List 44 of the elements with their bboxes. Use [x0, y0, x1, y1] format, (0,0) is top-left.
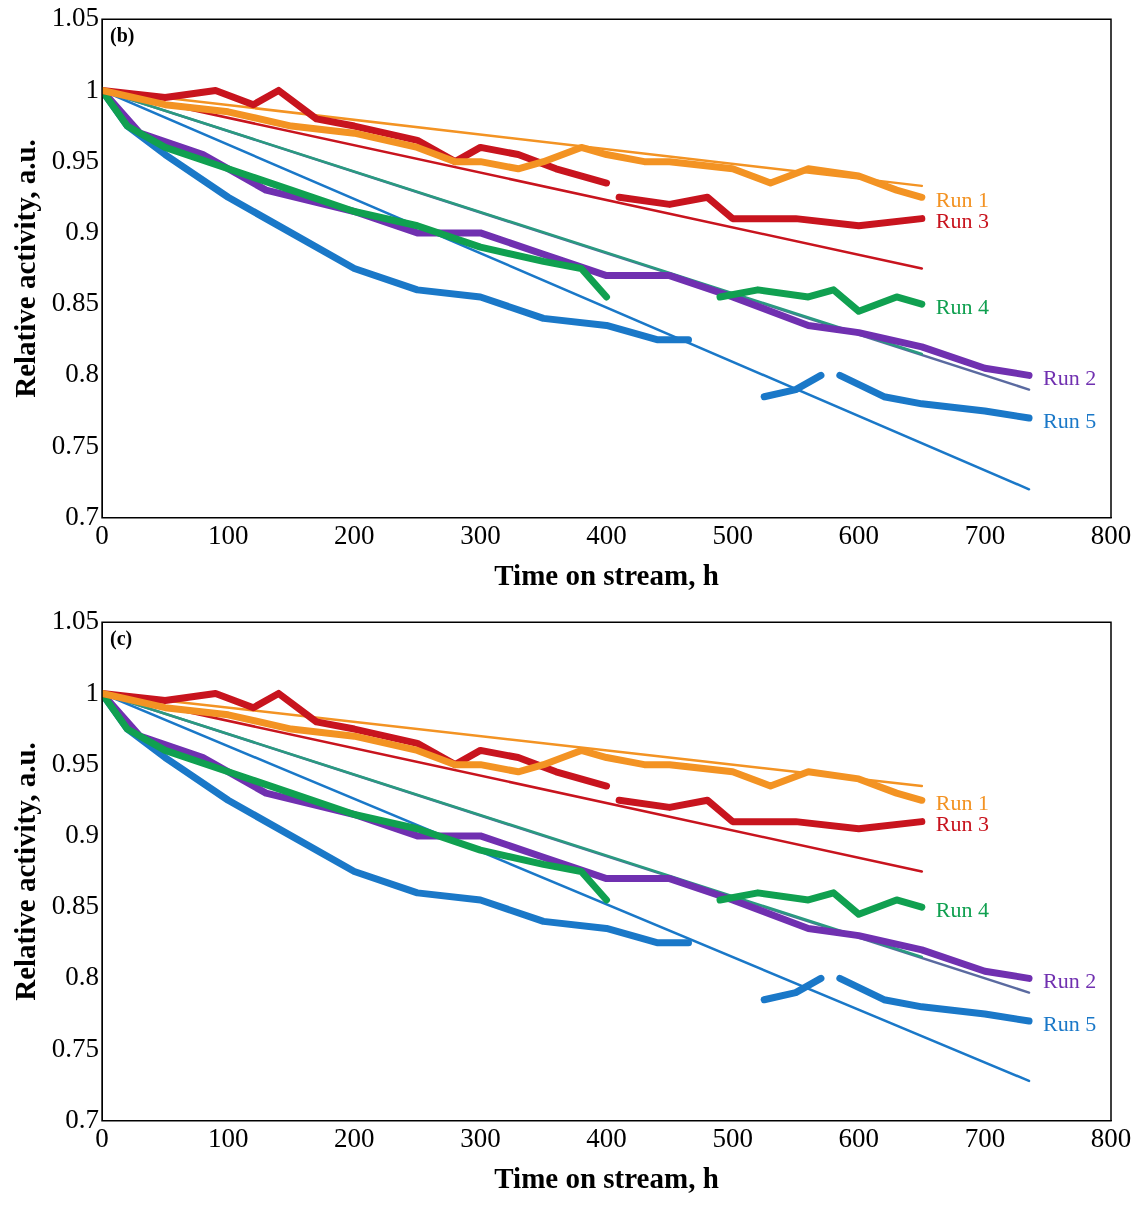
- x-tick-label: 500: [712, 1123, 753, 1154]
- annotation: (c): [110, 627, 133, 651]
- x-tick-label: 600: [838, 1123, 880, 1154]
- x-tick-label: 200: [334, 1123, 375, 1154]
- x-tick-label: 700: [964, 1123, 1006, 1154]
- x-tick-label: 300: [460, 1123, 501, 1154]
- x-tick-label: 600: [838, 520, 880, 551]
- series-label: Run 5: [1043, 407, 1097, 433]
- y-tick-label: 0.95: [51, 144, 100, 175]
- y-tick-label: 1: [85, 73, 100, 104]
- y-tick-label: 0.85: [51, 287, 100, 318]
- x-tick-label: 800: [1090, 1123, 1132, 1154]
- series-label: Run 5: [1043, 1010, 1097, 1036]
- y-tick-label: 0.85: [51, 890, 100, 921]
- y-tick-label: 0.9: [65, 818, 100, 849]
- x-tick-label: 300: [460, 520, 501, 551]
- annotation: (b): [110, 24, 135, 48]
- y-axis-title: Relative activity, a.u.: [8, 742, 41, 1001]
- y-tick-label: 1.05: [51, 605, 100, 636]
- y-axis-title: Relative activity, a.u.: [8, 139, 41, 398]
- y-tick-label: 0.75: [51, 429, 100, 460]
- x-tick-label: 400: [586, 520, 627, 551]
- y-tick-label: 0.8: [65, 358, 100, 389]
- x-tick-label: 500: [712, 520, 753, 551]
- y-tick-label: 0.9: [65, 215, 100, 246]
- y-tick-label: 0.8: [65, 961, 100, 992]
- series-label: Run 4: [935, 896, 990, 922]
- x-tick-label: 400: [586, 1123, 627, 1154]
- x-tick-label: 0: [95, 520, 109, 551]
- x-axis-title: Time on stream, h: [494, 559, 719, 592]
- x-tick-label: 0: [95, 1123, 109, 1154]
- series-label: Run 2: [1043, 365, 1097, 391]
- x-tick-label: 100: [207, 1123, 249, 1154]
- y-tick-label: 0.75: [51, 1032, 100, 1063]
- y-tick-label: 0.95: [51, 747, 100, 778]
- y-tick-label: 1.05: [51, 2, 100, 33]
- series-label: Run 4: [935, 293, 990, 319]
- x-tick-label: 200: [334, 520, 375, 551]
- x-axis-title: Time on stream, h: [494, 1162, 719, 1195]
- x-tick-label: 800: [1090, 520, 1132, 551]
- x-tick-label: 100: [207, 520, 249, 551]
- series-label: Run 2: [1043, 968, 1097, 994]
- x-tick-label: 700: [964, 520, 1006, 551]
- y-tick-label: 1: [85, 676, 100, 707]
